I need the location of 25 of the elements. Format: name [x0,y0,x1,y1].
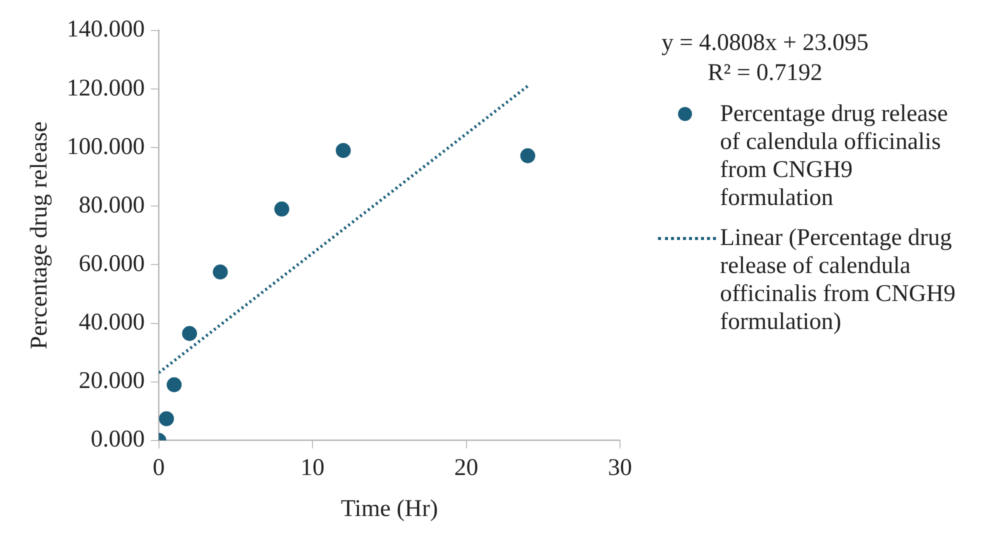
y-tick-label: 40.000 [78,310,145,336]
point [158,411,174,426]
point [182,326,198,342]
y-tick-label: 140.000 [66,16,145,43]
y-tick-label: 100.000 [66,134,145,160]
x-tick-label: 30 [608,455,632,482]
y-tick-label: 120.000 [66,75,145,102]
text: R² = 0.7192 [706,59,824,88]
x-tick-label: 0 [152,455,165,482]
x-tick-label: 20 [454,455,478,482]
point [166,377,182,392]
y-tick-label: 80.000 [78,192,145,218]
point [212,264,228,280]
x-axis-title: Time (Hr) [340,496,438,522]
y-axis-title: Percentage drug release [26,121,53,350]
legend-label: Linear (Percentage drug release of calendula officinalis from CNGH9 formulation) [720,224,957,336]
point [274,202,290,217]
point [520,148,536,164]
text: y = 4.0808x + 23.095 [660,29,870,58]
legend-label: Percentage drug release of calendula officinalis from CNGH9 formulation [720,100,949,212]
point [336,142,351,158]
x-tick-label: 10 [300,455,325,482]
y-tick-label: 60.000 [78,250,145,277]
y-tick-label: 0.000 [90,426,145,453]
y-tick-label: 20.000 [78,368,145,394]
